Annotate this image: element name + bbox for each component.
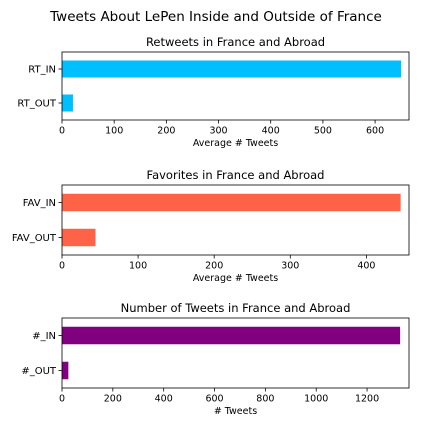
x-tick-label: 100 xyxy=(105,126,123,137)
axes-frame xyxy=(61,184,410,256)
y-tick-label: FAV_OUT xyxy=(12,233,57,244)
bar-rt_in xyxy=(62,60,402,78)
x-tick-label: 500 xyxy=(314,126,332,137)
x-tick-label: 600 xyxy=(366,126,384,137)
chart-panel-1: Retweets in France and Abroad RT_IN RT_OUT… xyxy=(17,35,410,149)
x-tick-label: 0 xyxy=(59,261,65,272)
x-tick-label: 0 xyxy=(59,394,65,405)
x-tick-label: 100 xyxy=(129,261,147,272)
x-tick-label: 200 xyxy=(205,261,223,272)
x-tick-label: 600 xyxy=(205,394,223,405)
bar-fav_in xyxy=(62,193,401,212)
x-tick-label: 0 xyxy=(59,126,65,137)
x-tick-label: 200 xyxy=(104,394,122,405)
panel-title: Retweets in France and Abroad xyxy=(146,35,325,49)
x-axis-label: Average # Tweets xyxy=(193,273,278,284)
panel-title: Number of Tweets in France and Abroad xyxy=(121,301,351,315)
bar-#_out xyxy=(62,361,69,380)
chart-panel-2: Favorites in France and Abroad FAV_IN FAV_… xyxy=(12,168,410,284)
x-tick-label: 300 xyxy=(209,126,227,137)
chart-panel-3: Number of Tweets in France and Abroad #_I… xyxy=(21,301,410,417)
x-tick-label: 400 xyxy=(262,126,280,137)
bar-rt_out xyxy=(62,94,73,112)
x-tick-label: 400 xyxy=(357,261,375,272)
x-tick-label: 200 xyxy=(157,126,175,137)
x-axis-label: # Tweets xyxy=(214,406,257,417)
y-tick-label: RT_OUT xyxy=(17,99,57,110)
x-tick-label: 1200 xyxy=(355,394,379,405)
x-axis-label: Average # Tweets xyxy=(193,138,278,149)
y-tick-label: FAV_IN xyxy=(23,198,56,209)
x-tick-label: 1000 xyxy=(304,394,328,405)
panel-title: Favorites in France and Abroad xyxy=(147,168,325,182)
x-tick-label: 400 xyxy=(155,394,173,405)
bar-#_in xyxy=(62,326,401,345)
bar-fav_out xyxy=(62,228,96,247)
axes-frame xyxy=(61,317,410,389)
y-tick-label: #_IN xyxy=(32,331,56,342)
figure-title: Tweets About LePen Inside and Outside of… xyxy=(49,9,382,25)
y-tick-label: #_OUT xyxy=(21,366,57,377)
y-tick-label: RT_IN xyxy=(28,65,56,76)
x-tick-label: 800 xyxy=(256,394,274,405)
x-tick-label: 300 xyxy=(281,261,299,272)
axes-frame xyxy=(61,51,410,121)
